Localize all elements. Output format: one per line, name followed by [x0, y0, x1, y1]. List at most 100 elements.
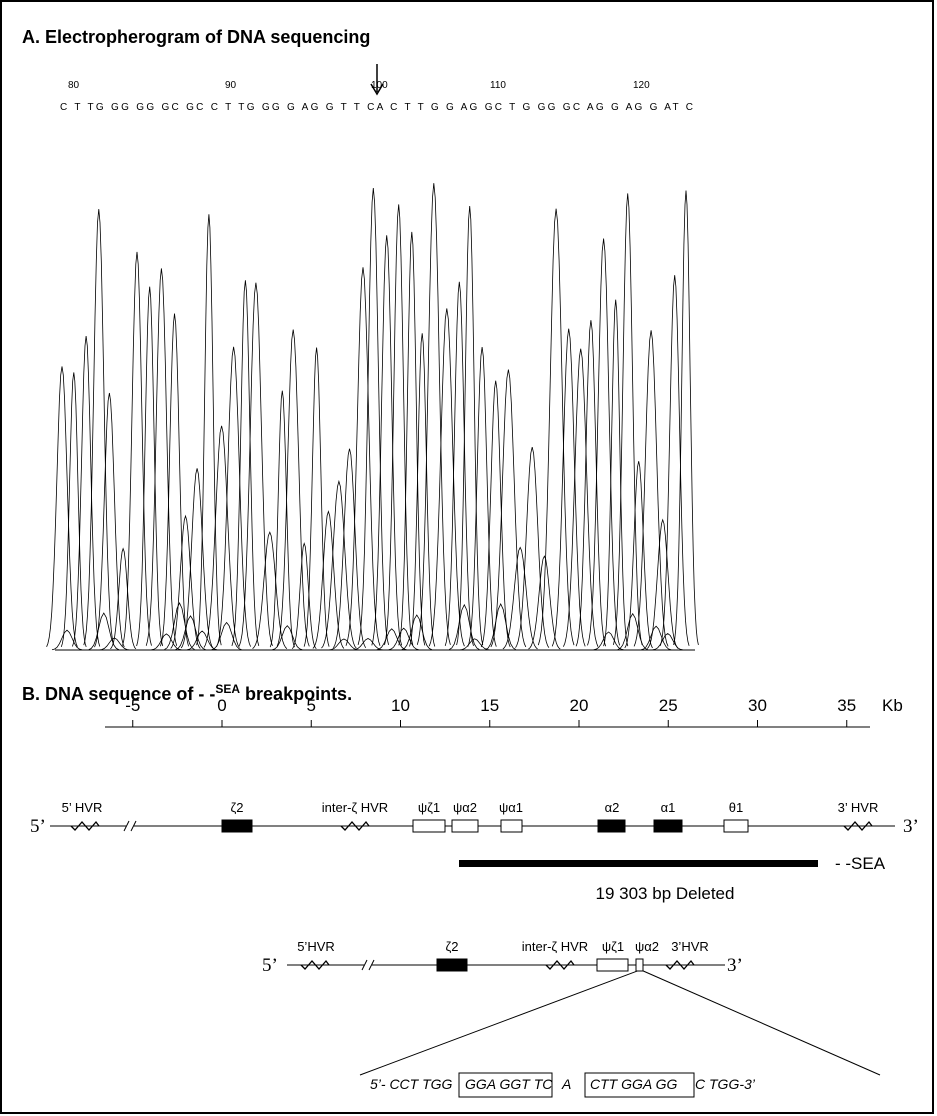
trace-peak [292, 543, 316, 648]
gene-white [597, 959, 628, 971]
five-prime: 5’ [262, 955, 278, 976]
zoom-line [641, 970, 880, 1075]
deletion-bar [459, 860, 818, 867]
trace-minor-peak [89, 613, 119, 650]
trace-minor-peak [377, 629, 407, 650]
trace-peak [217, 347, 251, 647]
scale-label: 10 [391, 696, 410, 715]
five-prime: 5’ [30, 816, 46, 837]
trace-peak [304, 348, 329, 647]
trace-peak [576, 320, 606, 646]
panel-b-title: B. DNA sequence of - -SEA breakpoints. [22, 682, 352, 704]
gene-black [222, 820, 252, 832]
trace-peak [84, 209, 114, 645]
gene-label: ψζ1 [602, 939, 624, 954]
junction-seq: A [561, 1076, 571, 1092]
gene-white [636, 959, 643, 971]
scale-unit: Kb [882, 696, 903, 715]
gene-label: ψα2 [635, 939, 659, 954]
trace-peak [491, 370, 526, 647]
trace-peak [313, 512, 344, 649]
gene-label: ψζ1 [418, 800, 440, 815]
gene-label: ψα1 [499, 800, 523, 815]
trace-peak [399, 232, 425, 646]
gene-white [724, 820, 748, 832]
trace-peak [277, 330, 309, 647]
figure: A. Electropherogram of DNA sequencing C … [0, 0, 937, 1116]
trace-peak [181, 468, 213, 648]
gene-label: ζ2 [446, 939, 459, 954]
electropherogram [47, 183, 699, 650]
trace-peak [197, 214, 222, 645]
trace-minor-peak [594, 632, 624, 650]
three-prime: 3’ [727, 955, 743, 976]
three-prime: 3’ [903, 816, 919, 837]
gene-label: inter-ζ HVR [322, 800, 388, 815]
trace-minor-peak [52, 630, 82, 650]
trace-peak [47, 366, 78, 646]
trace-minor-peak [486, 604, 516, 650]
trace-peak [372, 235, 402, 645]
position-label: 110 [490, 80, 506, 91]
trace-minor-peak [389, 628, 419, 650]
sequence: C T TG GG GG GC GC C T TG GG G AG G T T … [60, 102, 693, 113]
gene-label: θ1 [729, 800, 743, 815]
gene-black [437, 959, 467, 971]
trace-minor-peak [165, 603, 195, 650]
gene-label: α1 [661, 800, 676, 815]
scale-label: 15 [480, 696, 499, 715]
gene-black [598, 820, 625, 832]
gene-label: 3’ HVR [838, 800, 879, 815]
trace-minor-peak [618, 614, 648, 650]
scale-label: 25 [659, 696, 678, 715]
gene-white [501, 820, 522, 832]
gene-white [413, 820, 445, 832]
trace-peak [588, 239, 620, 646]
trace-peak [538, 209, 574, 645]
trace-minor-peak [653, 634, 683, 650]
trace-peak [123, 252, 152, 646]
scale-label: 35 [837, 696, 856, 715]
scale-label: 0 [217, 696, 226, 715]
junction-seq: 5’- CCT TGG [370, 1076, 453, 1092]
trace-peak [604, 300, 628, 646]
trace-peak [660, 275, 689, 646]
trace-minor-peak [402, 615, 432, 650]
trace-minor-peak [151, 634, 181, 650]
position-label: 120 [633, 80, 650, 91]
deletion-label: - -SEA [835, 854, 886, 873]
scale-label: 20 [570, 696, 589, 715]
trace-peak [72, 336, 99, 646]
scale-label: 5 [307, 696, 316, 715]
trace-peak [146, 268, 177, 645]
title-superscript: SEA [215, 682, 240, 696]
trace-peak [457, 206, 483, 645]
junction-seq: GGA GGT TC [465, 1076, 553, 1092]
trace-minor-peak [212, 623, 242, 650]
gene-label: 5’HVR [297, 939, 335, 954]
scale-label: 30 [748, 696, 767, 715]
trace-minor-peak [641, 626, 671, 650]
gene-label: α2 [605, 800, 620, 815]
trace-peak [110, 549, 135, 649]
junction-seq: C TGG-3’ [695, 1076, 756, 1092]
zoom-line [360, 970, 640, 1075]
scale-label: -5 [125, 696, 140, 715]
gene-label: ψα2 [453, 800, 477, 815]
trace-minor-peak [449, 605, 479, 650]
trace-peak [417, 183, 450, 645]
trace-peak [674, 191, 699, 645]
trace-peak [429, 308, 464, 646]
trace-peak [613, 193, 642, 645]
trace-peak [634, 330, 668, 646]
gene-label: ζ2 [231, 800, 244, 815]
gene-black [654, 820, 682, 832]
title-end: breakpoints. [240, 684, 352, 704]
position-label: 90 [225, 80, 237, 91]
title-text: B. DNA sequence of - - [22, 684, 215, 704]
gene-label: 5’ HVR [62, 800, 103, 815]
gene-label: 3’HVR [671, 939, 709, 954]
gene-white [452, 820, 478, 832]
deleted-text: 19 303 bp Deleted [596, 884, 735, 903]
panel-a-title: A. Electropherogram of DNA sequencing [22, 27, 370, 47]
